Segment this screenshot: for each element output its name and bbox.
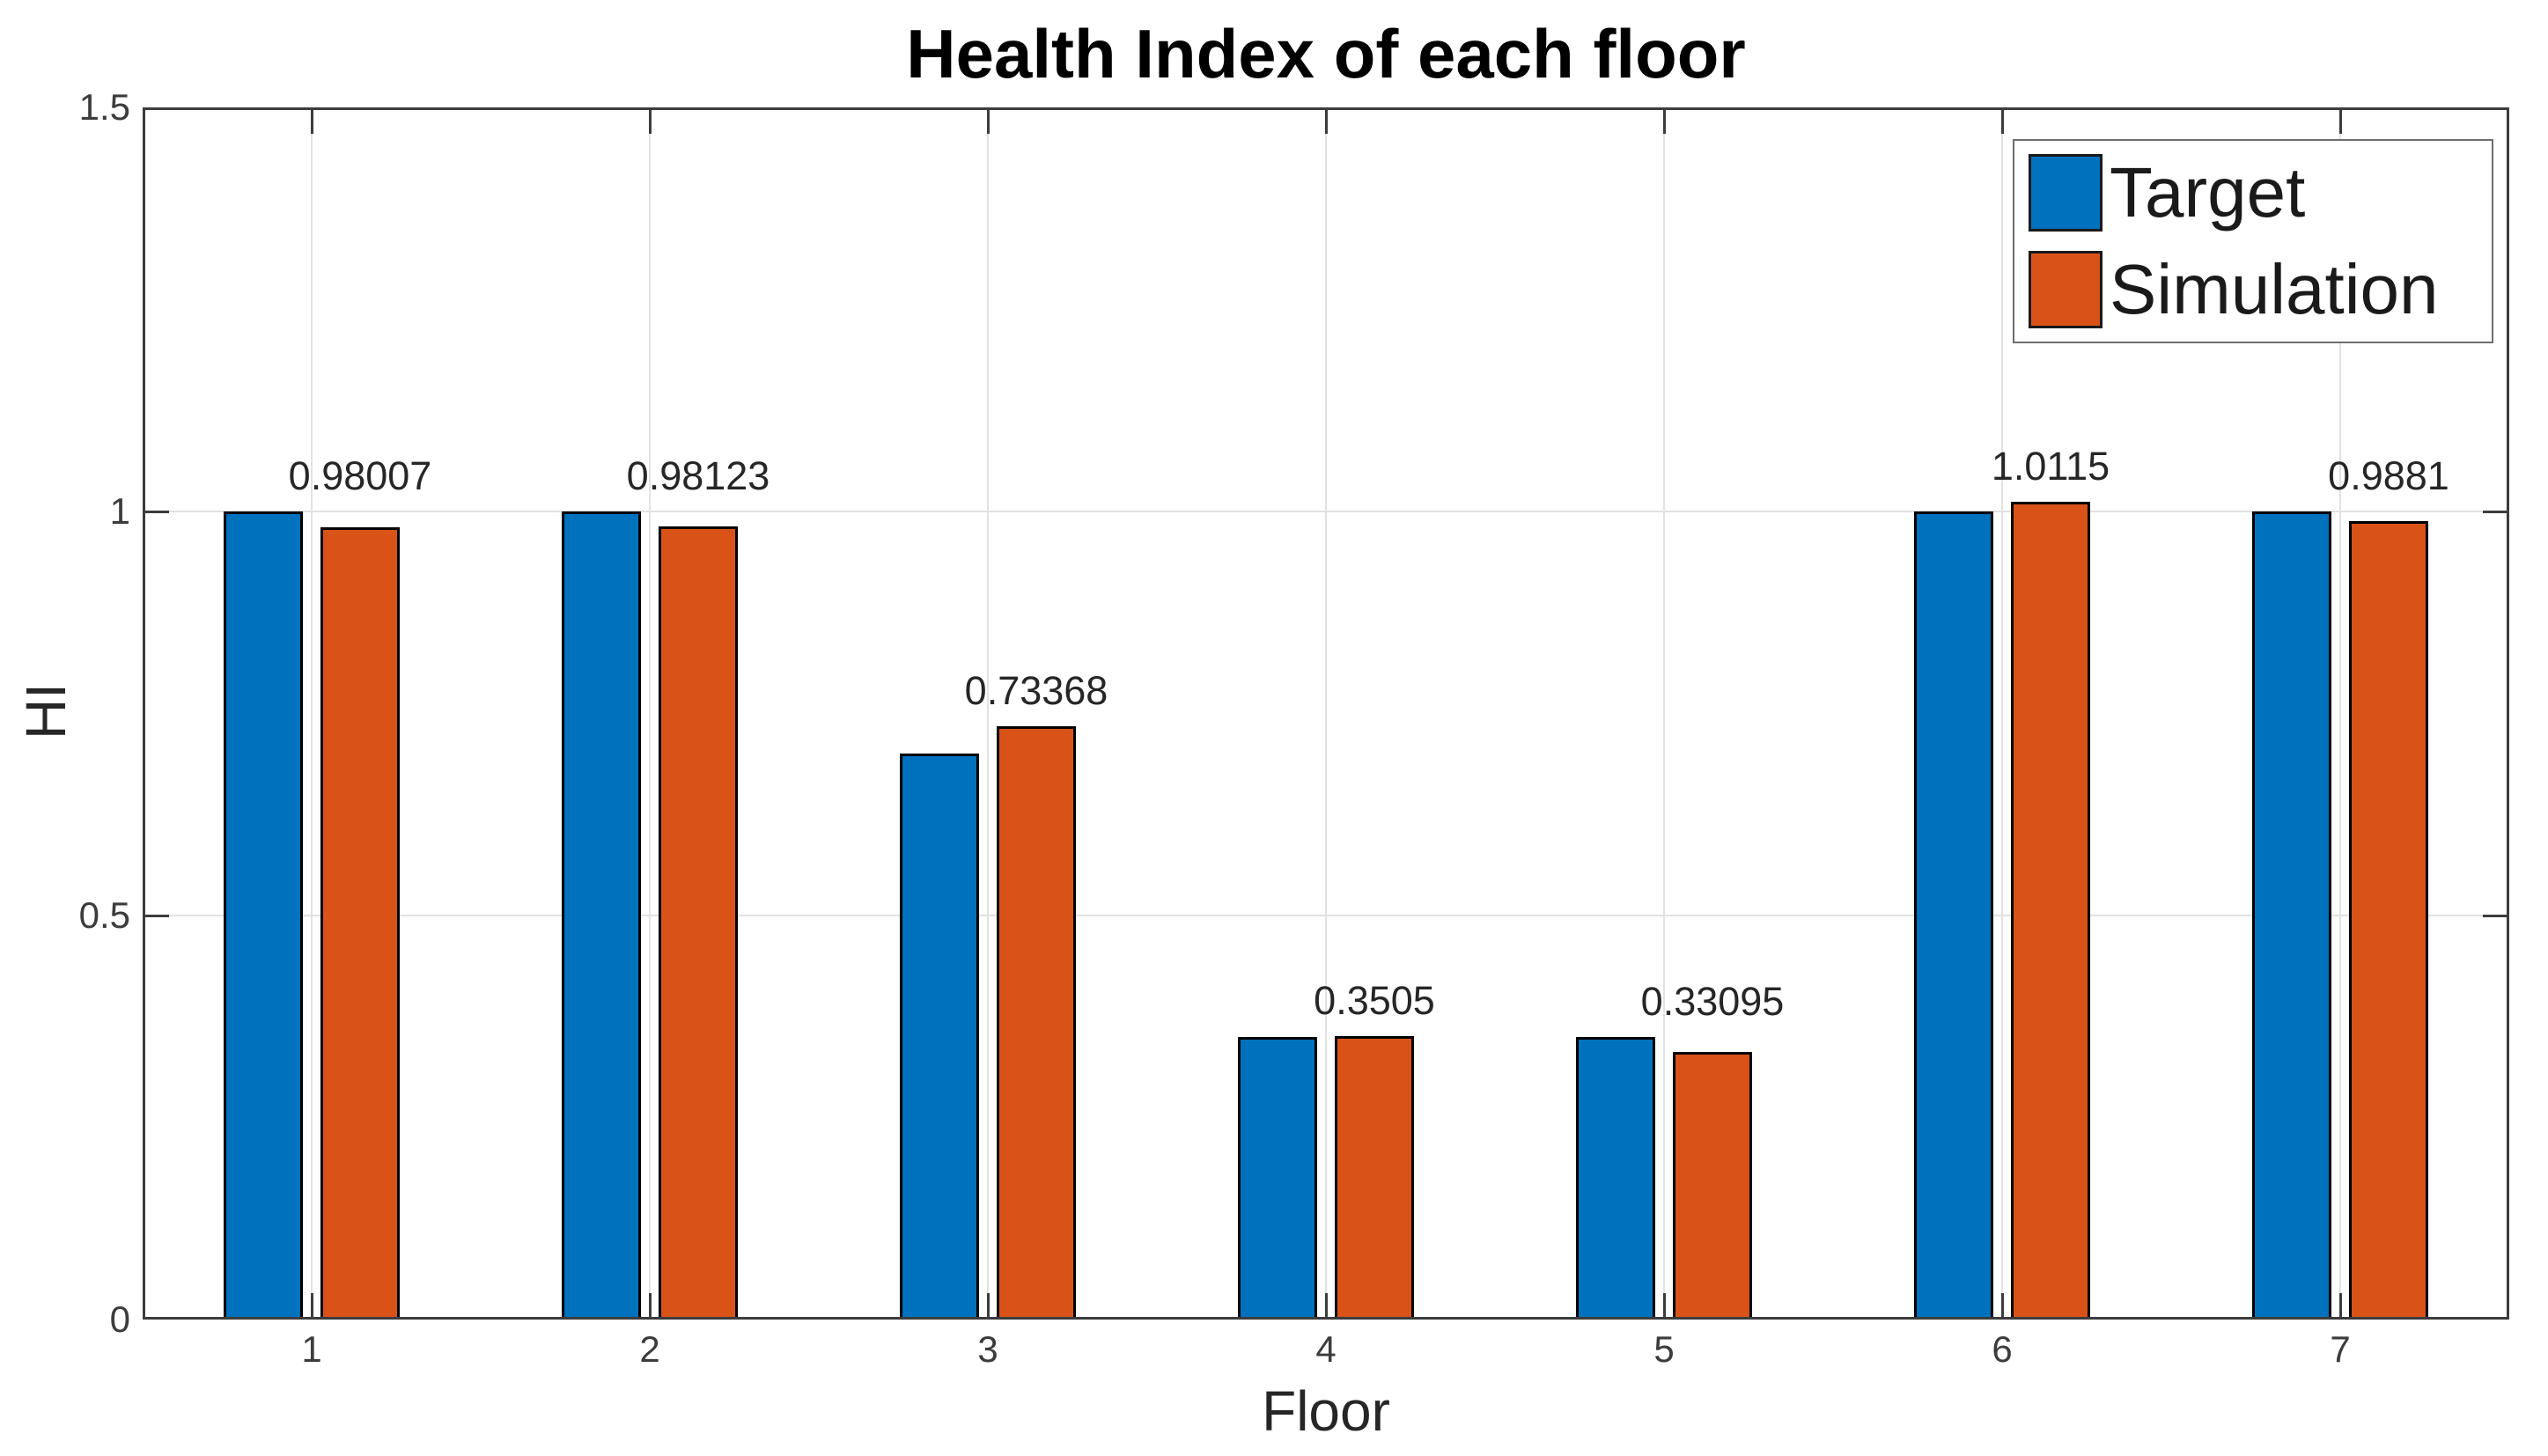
- bar-simulation-floor-4: [1335, 1036, 1414, 1320]
- bar-simulation-floor-6: [2011, 502, 2090, 1320]
- bar-target-floor-4: [1238, 1036, 1317, 1320]
- x-axis-label: Floor: [1262, 1379, 1390, 1443]
- legend: Target Simulation: [2013, 139, 2493, 343]
- legend-entry-target: Target: [2029, 149, 2492, 237]
- x-axis-tick-bottom: [2338, 1293, 2342, 1320]
- x-tick-label: 5: [1653, 1328, 1675, 1370]
- x-axis-tick-top: [2338, 107, 2342, 134]
- y-axis-tick-left: [143, 914, 169, 917]
- x-axis-tick-bottom: [2000, 1293, 2004, 1320]
- y-tick-label: 0: [109, 1298, 130, 1340]
- legend-swatch-simulation-icon: [2029, 250, 2102, 328]
- chart-title: Health Index of each floor: [906, 15, 1746, 92]
- bar-simulation-floor-2: [659, 526, 738, 1320]
- legend-label-target: Target: [2110, 153, 2306, 232]
- gridline-vertical: [987, 107, 989, 1320]
- x-axis-tick-bottom: [648, 1293, 652, 1320]
- bar-target-floor-5: [1576, 1036, 1655, 1320]
- legend-swatch-target-icon: [2029, 154, 2102, 232]
- y-axis-tick-right: [2483, 914, 2509, 917]
- x-axis-tick-top: [648, 107, 652, 134]
- y-axis-label: HI: [14, 683, 77, 739]
- bar-value-label: 0.73368: [964, 668, 1108, 714]
- gridline-vertical: [2001, 107, 2003, 1320]
- gridline-vertical: [649, 107, 651, 1320]
- gridline-vertical: [311, 107, 313, 1320]
- bar-target-floor-7: [2252, 511, 2331, 1320]
- x-tick-label: 2: [639, 1328, 660, 1370]
- bar-simulation-floor-5: [1673, 1052, 1752, 1320]
- x-axis-tick-top: [1324, 107, 1328, 134]
- bar-target-floor-2: [562, 511, 641, 1320]
- y-tick-label: 1: [109, 490, 130, 532]
- x-axis-tick-bottom: [986, 1293, 990, 1320]
- y-axis-tick-right: [2483, 510, 2509, 513]
- y-axis-tick-left: [143, 510, 169, 513]
- bar-value-label: 0.3505: [1314, 978, 1435, 1024]
- x-axis-tick-top: [1662, 107, 1666, 134]
- bar-target-floor-1: [224, 511, 303, 1320]
- y-tick-label: 1.5: [78, 86, 130, 128]
- gridline-vertical: [2339, 107, 2341, 1320]
- legend-entry-simulation: Simulation: [2029, 246, 2492, 334]
- bar-value-label: 0.9881: [2328, 453, 2449, 498]
- bar-simulation-floor-3: [997, 726, 1076, 1320]
- x-axis-tick-top: [310, 107, 313, 134]
- x-tick-label: 4: [1315, 1328, 1337, 1370]
- gridline-vertical: [1325, 107, 1327, 1320]
- gridline-vertical: [1663, 107, 1665, 1320]
- x-axis-tick-top: [2000, 107, 2004, 134]
- y-tick-label: 0.5: [78, 894, 130, 936]
- x-tick-label: 6: [1992, 1328, 2013, 1370]
- bar-value-label: 0.98007: [288, 453, 432, 498]
- bar-target-floor-6: [1914, 511, 1993, 1320]
- bar-value-label: 1.0115: [1991, 444, 2110, 489]
- x-axis-tick-bottom: [1324, 1293, 1328, 1320]
- bar-simulation-floor-1: [320, 527, 400, 1320]
- legend-label-simulation: Simulation: [2110, 249, 2439, 328]
- x-axis-tick-top: [986, 107, 990, 134]
- x-tick-label: 1: [301, 1328, 322, 1370]
- x-axis-tick-bottom: [310, 1293, 313, 1320]
- bar-value-label: 0.98123: [626, 453, 770, 498]
- bar-value-label: 0.33095: [1640, 978, 1785, 1024]
- bar-target-floor-3: [900, 754, 979, 1320]
- x-axis-tick-bottom: [1662, 1293, 1666, 1320]
- x-tick-label: 3: [977, 1328, 998, 1370]
- bar-simulation-floor-7: [2349, 520, 2428, 1320]
- x-tick-label: 7: [2330, 1328, 2351, 1370]
